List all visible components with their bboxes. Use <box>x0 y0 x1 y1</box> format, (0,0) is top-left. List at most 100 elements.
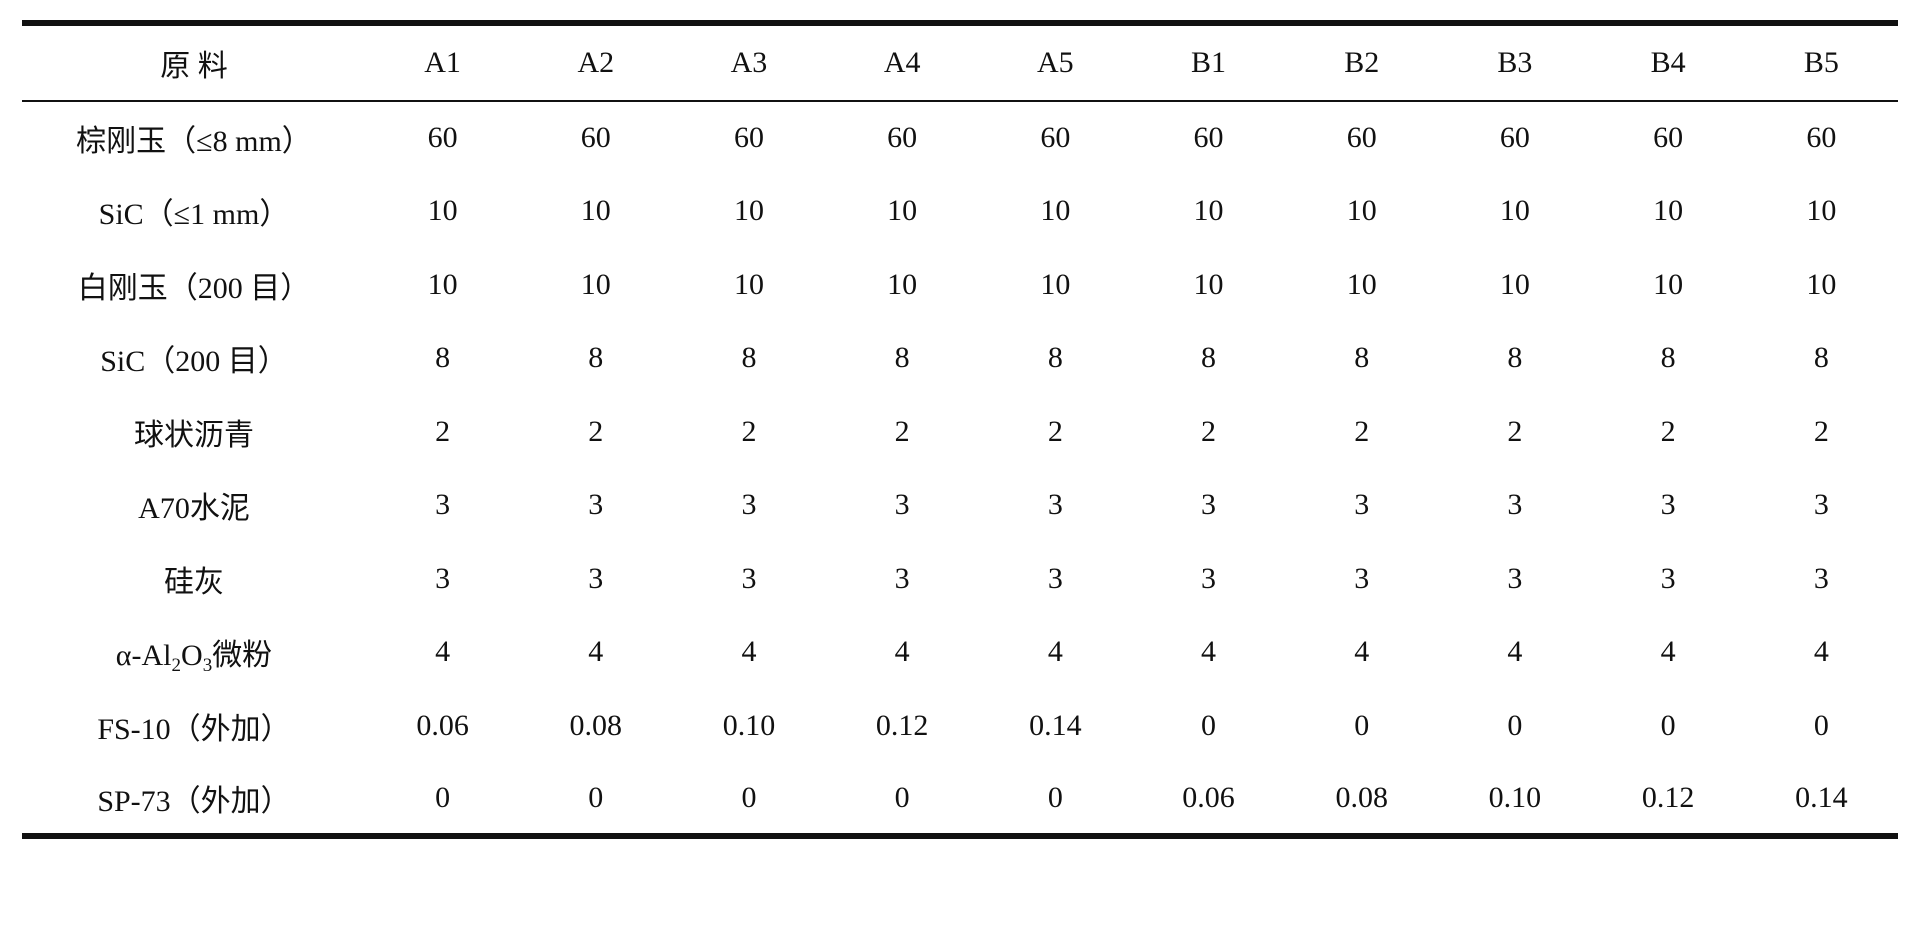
row-label: 白刚玉（200 目） <box>77 271 311 305</box>
label-part: 微粉 <box>212 639 273 673</box>
table-cell: 8 <box>741 341 757 375</box>
row-label: A70水泥 <box>138 492 250 526</box>
table-cell: 3 <box>1047 561 1063 595</box>
table-cell: 60 <box>733 121 764 155</box>
table-cell: 0 <box>366 762 520 839</box>
table-cell: 3 <box>1047 488 1063 522</box>
table-cell: 60 <box>1346 121 1377 155</box>
row-label: 硅灰 <box>164 565 224 599</box>
table-cell: 0.12 <box>1591 762 1745 839</box>
table-cell: 8 <box>1660 341 1676 375</box>
table-cell: 10 <box>733 194 764 228</box>
table-cell: 10 <box>733 267 764 301</box>
table-cell: 60 <box>580 121 611 155</box>
table-cell: 60 <box>1499 121 1530 155</box>
table-cell: 3 <box>1354 561 1370 595</box>
table-cell: 3 <box>1660 561 1676 595</box>
table-cell: 4 <box>741 635 757 669</box>
table-cell: 10 <box>1499 267 1530 301</box>
table-cell: 3 <box>435 561 451 595</box>
table-cell: 0.12 <box>875 708 929 742</box>
table-cell: 0.06 <box>416 708 469 742</box>
table-row: SP-73（外加） 0 0 0 0 0 0.06 0.08 0.10 0.12 0.14 <box>22 762 1898 839</box>
subscript: 3 <box>202 655 213 677</box>
row-label: FS-10（外加） <box>97 712 291 746</box>
table-row: SiC（200 目） 8 8 8 8 8 8 8 8 8 8 <box>22 322 1898 396</box>
header-cell: B4 <box>1591 20 1745 102</box>
table-cell: 10 <box>427 194 458 228</box>
row-label: SiC（200 目） <box>100 345 288 379</box>
table-row: 球状沥青 2 2 2 2 2 2 2 2 2 2 <box>22 395 1898 469</box>
table-cell: 2 <box>1813 414 1829 448</box>
table-cell: 4 <box>894 635 910 669</box>
table-cell: 60 <box>1653 121 1684 155</box>
table-cell: 0 <box>1813 708 1829 742</box>
table-cell: 4 <box>1813 635 1829 669</box>
table-cell: 10 <box>427 267 458 301</box>
table-cell: 60 <box>1806 121 1837 155</box>
table-cell: 2 <box>435 414 451 448</box>
header-cell: A2 <box>519 20 673 102</box>
table-cell: 4 <box>435 635 451 669</box>
table-cell: 8 <box>1507 341 1523 375</box>
table-cell: 10 <box>1040 194 1071 228</box>
table-cell: 0 <box>1354 708 1370 742</box>
table-cell: 2 <box>741 414 757 448</box>
table-cell: 3 <box>588 488 604 522</box>
table-cell: 8 <box>588 341 604 375</box>
table-cell: 60 <box>887 121 918 155</box>
table-cell: 10 <box>887 267 918 301</box>
table-cell: 10 <box>1193 194 1224 228</box>
table-cell: 0 <box>672 762 826 839</box>
table-cell: 0 <box>519 762 673 839</box>
table-row: 硅灰 3 3 3 3 3 3 3 3 3 3 <box>22 542 1898 616</box>
table-row: 白刚玉（200 目） 10 10 10 10 10 10 10 10 10 10 <box>22 248 1898 322</box>
table-body: 棕刚玉（≤8 mm） 60 60 60 60 60 60 60 60 60 60 SiC（≤1 mm）… <box>22 101 1898 839</box>
table-cell: 3 <box>1201 561 1217 595</box>
table-cell: 4 <box>1507 635 1523 669</box>
table-cell: 10 <box>1806 194 1837 228</box>
table-cell: 2 <box>1047 414 1063 448</box>
table-cell: 3 <box>741 488 757 522</box>
table-cell: 3 <box>1813 561 1829 595</box>
table-container: 原 料 A1 A2 A3 A4 A5 B1 B2 B3 B4 B5 棕刚玉（≤8 mm） 60 60 60… <box>22 20 1898 839</box>
header-cell: A1 <box>366 20 520 102</box>
table-cell: 2 <box>1201 414 1217 448</box>
table-cell: 3 <box>1507 561 1523 595</box>
table-cell: 2 <box>1507 414 1523 448</box>
table-cell: 0.08 <box>1285 762 1439 839</box>
table: 原 料 A1 A2 A3 A4 A5 B1 B2 B3 B4 B5 棕刚玉（≤8 mm） 60 60 60… <box>22 20 1898 839</box>
table-cell: 10 <box>1193 267 1224 301</box>
table-cell: 10 <box>1040 267 1071 301</box>
table-cell: 8 <box>1201 341 1217 375</box>
table-cell: 60 <box>427 121 458 155</box>
table-cell: 0 <box>825 762 979 839</box>
table-cell: 3 <box>741 561 757 595</box>
table-cell: 4 <box>1201 635 1217 669</box>
table-cell: 4 <box>588 635 604 669</box>
table-cell: 0 <box>1201 708 1217 742</box>
table-cell: 10 <box>1346 194 1377 228</box>
table-header: 原 料 A1 A2 A3 A4 A5 B1 B2 B3 B4 B5 <box>22 20 1898 102</box>
table-cell: 8 <box>435 341 451 375</box>
table-row: A70水泥 3 3 3 3 3 3 3 3 3 3 <box>22 469 1898 543</box>
label-part: O <box>181 639 203 673</box>
table-cell: 2 <box>588 414 604 448</box>
table-cell: 0 <box>1507 708 1523 742</box>
table-cell: 0 <box>978 762 1132 839</box>
table-cell: 3 <box>1201 488 1217 522</box>
table-cell: 4 <box>1047 635 1063 669</box>
row-label: SiC（≤1 mm） <box>98 198 290 232</box>
table-row: SiC（≤1 mm） 10 10 10 10 10 10 10 10 10 10 <box>22 175 1898 249</box>
table-cell: 8 <box>1354 341 1370 375</box>
table-cell: 3 <box>435 488 451 522</box>
table-cell: 8 <box>1813 341 1829 375</box>
row-label: SP-73（外加） <box>22 762 366 839</box>
header-cell: A3 <box>672 20 826 102</box>
table-cell: 10 <box>1806 267 1837 301</box>
table-cell: 0.14 <box>1744 762 1898 839</box>
table-cell: 3 <box>1507 488 1523 522</box>
table-cell: 2 <box>1354 414 1370 448</box>
table-cell: 3 <box>1660 488 1676 522</box>
